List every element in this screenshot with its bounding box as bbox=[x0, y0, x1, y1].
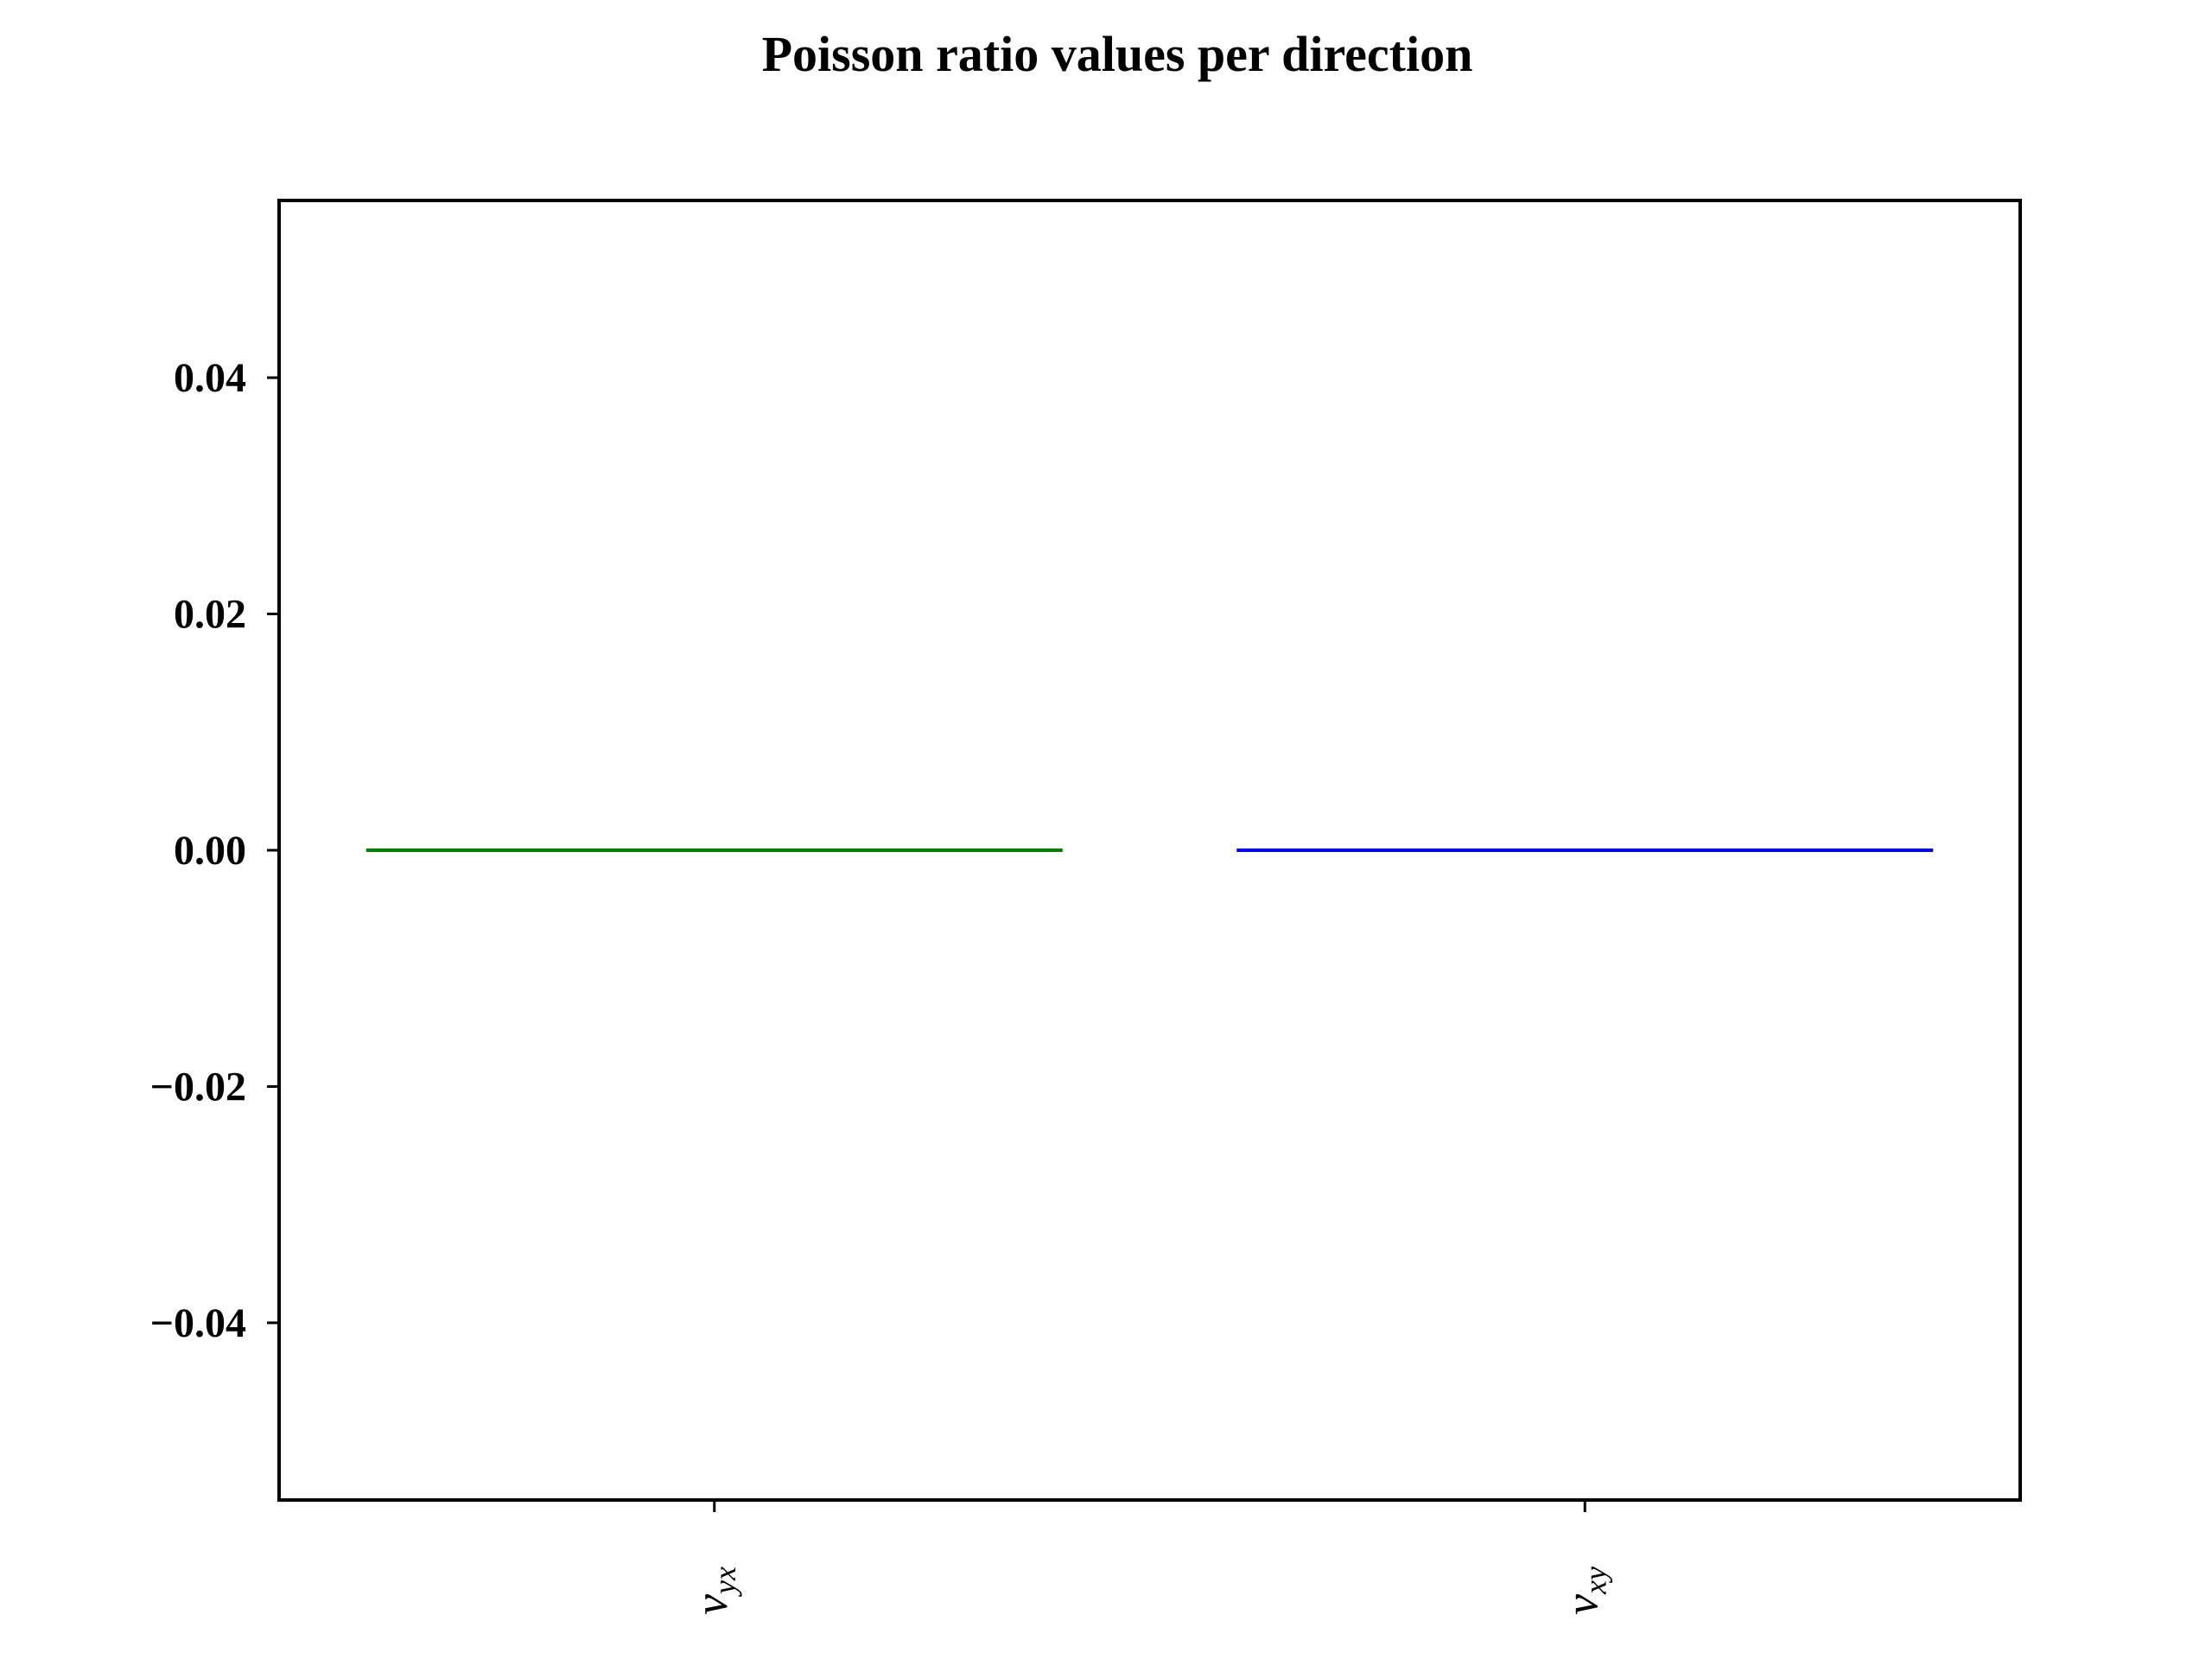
y-tick-label: 0.00 bbox=[174, 828, 246, 874]
y-tick-label: 0.04 bbox=[174, 355, 246, 401]
x-tick-label: νyx bbox=[685, 1567, 742, 1615]
chart-title: Poisson ratio values per direction bbox=[762, 26, 1473, 82]
x-tick-label: νxy bbox=[1555, 1567, 1612, 1615]
x-tick-subscript: yx bbox=[708, 1567, 742, 1597]
x-tick-subscript: xy bbox=[1578, 1567, 1612, 1595]
y-axis: 0.04 0.02 0.00 −0.02 −0.04 bbox=[150, 355, 279, 1346]
x-tick-label-text: νyx bbox=[685, 1567, 742, 1615]
x-tick-label-text: νxy bbox=[1555, 1567, 1612, 1615]
plot-frame bbox=[277, 199, 2022, 1502]
x-tick-symbol: ν bbox=[1555, 1594, 1607, 1615]
x-tick-symbol: ν bbox=[685, 1594, 737, 1615]
y-tick-label: −0.04 bbox=[150, 1300, 246, 1346]
y-tick-label: −0.02 bbox=[150, 1064, 246, 1109]
y-tick-label: 0.02 bbox=[174, 592, 246, 638]
